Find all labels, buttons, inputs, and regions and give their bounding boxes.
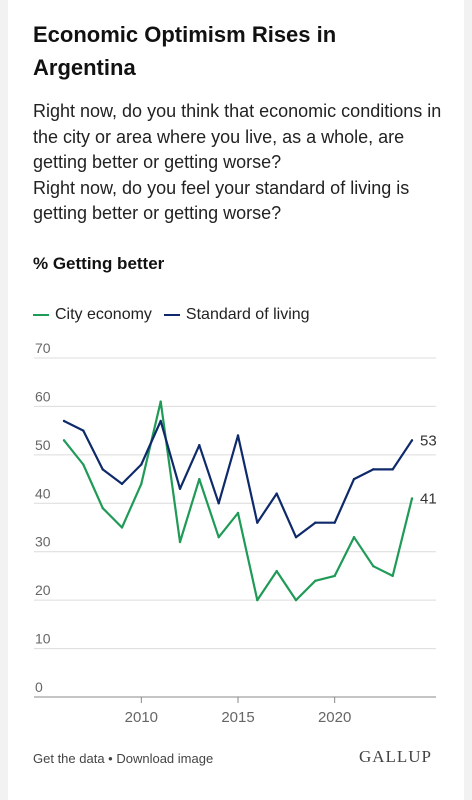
question-city-economy: Right now, do you think that economic co… xyxy=(33,101,442,172)
data-point-standard-of-living-2021 xyxy=(352,477,356,481)
data-point-city-economy-2019 xyxy=(314,579,317,582)
data-point-city-economy-2023 xyxy=(391,574,394,578)
x-tick-label-2020: 2020 xyxy=(318,709,351,726)
data-point-city-economy-2015 xyxy=(236,511,240,515)
chart-subtitle: % Getting better xyxy=(33,254,165,273)
data-point-city-economy-2012 xyxy=(178,540,182,544)
x-tick-label-2010: 2010 xyxy=(125,709,158,726)
data-point-standard-of-living-2017 xyxy=(275,492,278,495)
data-point-city-economy-2009 xyxy=(120,526,124,529)
data-point-standard-of-living-2007 xyxy=(82,429,85,432)
data-point-standard-of-living-2023 xyxy=(391,468,394,471)
data-point-city-economy-2014 xyxy=(217,535,220,539)
end-label-city-economy: 41 xyxy=(420,490,437,507)
data-point-standard-of-living-2022 xyxy=(372,468,375,471)
y-tick-label-30: 30 xyxy=(35,534,51,550)
data-point-city-economy-2006 xyxy=(62,439,66,442)
data-point-standard-of-living-2010 xyxy=(140,463,143,466)
data-point-city-economy-2022 xyxy=(372,565,375,568)
data-point-standard-of-living-2013 xyxy=(198,443,201,447)
legend-label-city-economy: City economy xyxy=(55,306,152,323)
y-tick-label-70: 70 xyxy=(35,340,51,356)
data-point-city-economy-2007 xyxy=(82,463,85,466)
legend-item-city-economy: City economy xyxy=(33,306,152,324)
chart-title: Economic Optimism Rises in Argentina xyxy=(33,22,337,80)
data-point-standard-of-living-2019 xyxy=(314,521,317,524)
data-point-city-economy-2017 xyxy=(275,569,278,573)
data-point-standard-of-living-2009 xyxy=(120,482,124,486)
series-line-city-economy xyxy=(63,400,414,602)
data-point-standard-of-living-2024 xyxy=(410,439,414,442)
legend-item-standard-of-living: Standard of living xyxy=(163,306,310,324)
legend-swatch-standard-of-living xyxy=(163,314,180,316)
data-point-standard-of-living-2006 xyxy=(62,419,66,423)
legend-swatch-city-economy xyxy=(33,314,49,316)
download-image-link[interactable]: Download image xyxy=(116,751,214,766)
data-point-standard-of-living-2015 xyxy=(236,434,240,437)
y-tick-label-40: 40 xyxy=(35,485,51,501)
footer-links: Get the data • Download image xyxy=(33,751,213,766)
gallup-logo: GALLUP xyxy=(358,747,432,766)
y-tick-label-0: 0 xyxy=(35,679,43,695)
data-point-standard-of-living-2011 xyxy=(159,419,162,423)
x-tick-label-2015: 2015 xyxy=(221,709,254,726)
data-point-city-economy-2013 xyxy=(198,477,201,481)
y-tick-label-10: 10 xyxy=(35,631,51,647)
survey-questions: Right now, do you think that economic co… xyxy=(33,99,443,227)
data-point-city-economy-2011 xyxy=(159,400,162,403)
y-tick-label-20: 20 xyxy=(35,582,51,598)
data-point-standard-of-living-2016 xyxy=(256,521,259,524)
data-point-standard-of-living-2008 xyxy=(101,468,104,471)
legend: City economy Standard of living xyxy=(33,304,322,326)
data-point-city-economy-2020 xyxy=(333,574,336,578)
get-data-link[interactable]: Get the data xyxy=(33,751,105,766)
data-point-standard-of-living-2018 xyxy=(294,535,298,539)
line-chart: 0 10 20 30 40 50 60 70 2010 2015 2020 41 53 xyxy=(34,340,437,726)
data-point-city-economy-2021 xyxy=(352,535,356,539)
question-standard-of-living: Right now, do you feel your standard of … xyxy=(33,177,410,224)
y-tick-label-60: 60 xyxy=(35,388,51,404)
data-point-city-economy-2010 xyxy=(140,482,143,486)
legend-label-standard-of-living: Standard of living xyxy=(185,306,310,323)
data-point-standard-of-living-2012 xyxy=(178,487,182,490)
end-label-standard-of-living: 53 xyxy=(420,432,437,449)
data-point-city-economy-2018 xyxy=(294,598,298,602)
data-point-standard-of-living-2020 xyxy=(333,521,336,524)
data-point-city-economy-2008 xyxy=(101,506,104,510)
data-point-standard-of-living-2014 xyxy=(217,502,220,505)
data-point-city-economy-2024 xyxy=(410,497,414,500)
y-tick-label-50: 50 xyxy=(35,437,51,453)
footer-separator: • xyxy=(104,751,117,766)
series-line-standard-of-living xyxy=(63,419,413,539)
data-point-city-economy-2016 xyxy=(256,598,259,602)
